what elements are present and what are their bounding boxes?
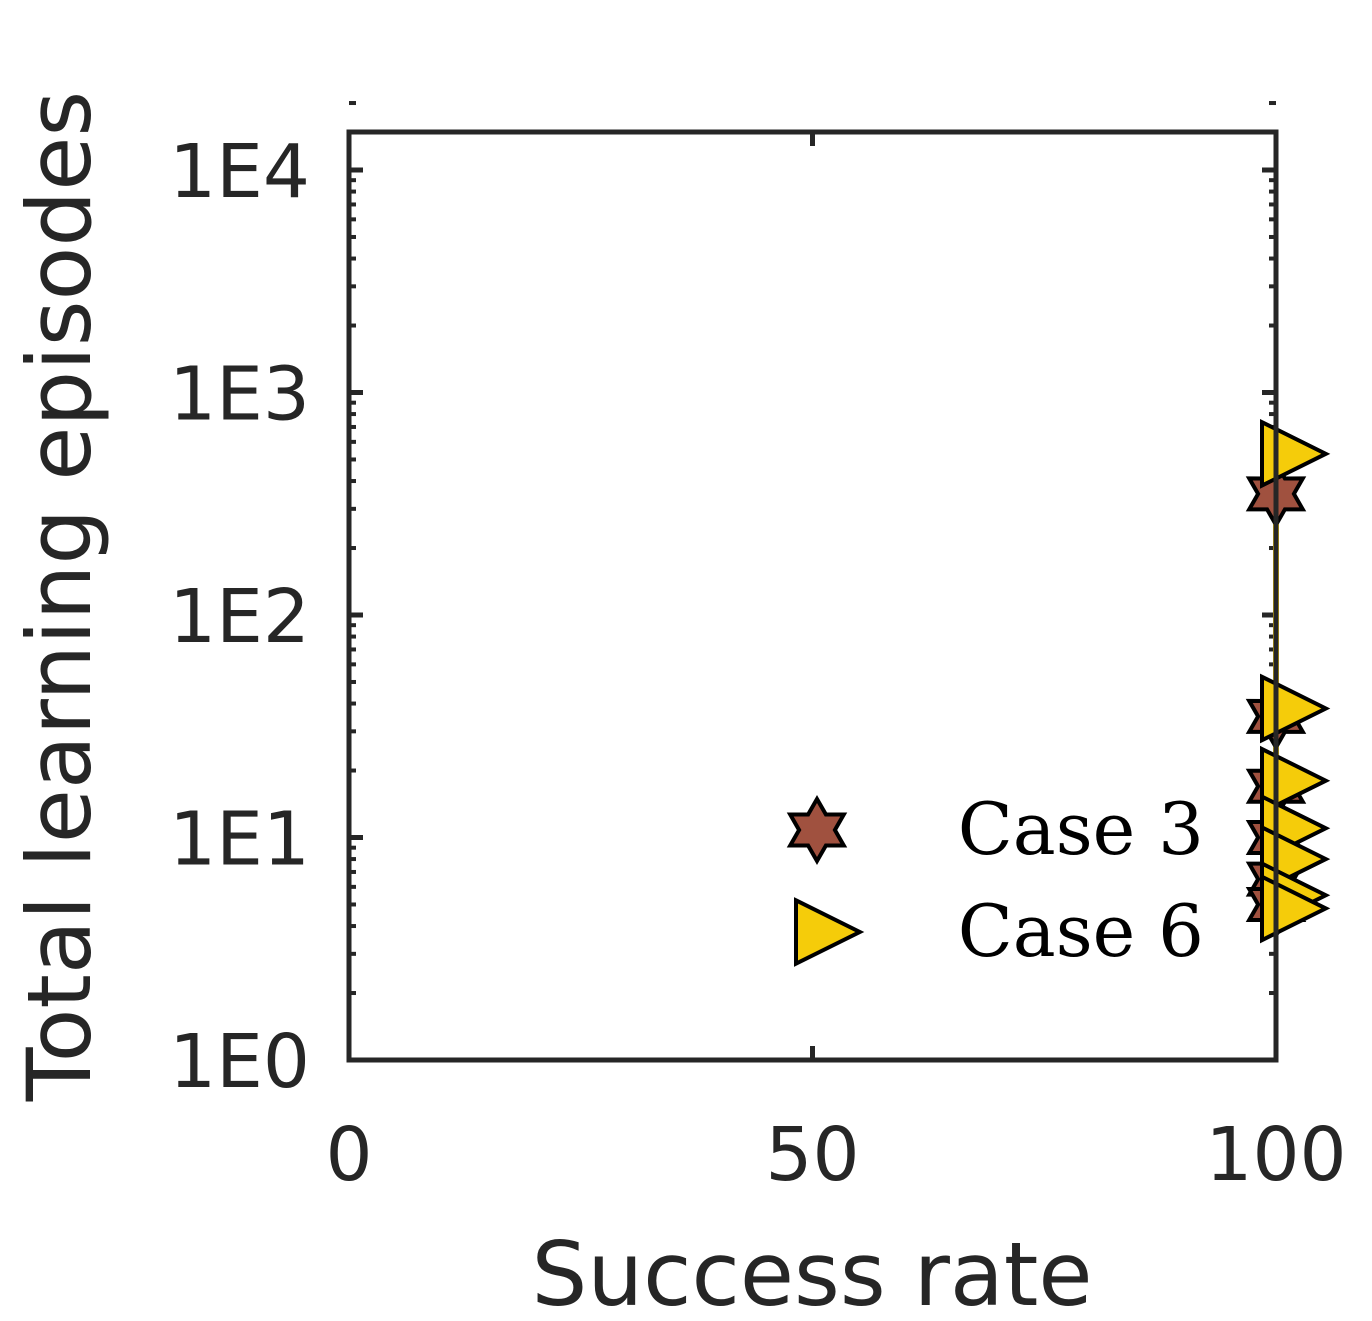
x-tick-labels: 0 50 100 bbox=[325, 1112, 1346, 1198]
y-axis-title: Total learning episodes bbox=[8, 91, 111, 1102]
x-axis-title: Success rate bbox=[532, 1223, 1093, 1321]
y-tick-label: 1E4 bbox=[169, 129, 310, 215]
y-tick-label: 1E2 bbox=[169, 574, 310, 660]
y-tick-label: 1E3 bbox=[169, 352, 310, 438]
plot-area bbox=[349, 132, 1276, 1060]
point-case-6 bbox=[1260, 418, 1331, 489]
x-tick-label: 100 bbox=[1205, 1112, 1346, 1198]
legend: Case 3 Case 6 bbox=[786, 787, 1204, 973]
y-tick-labels: 1E0 1E1 1E2 1E3 1E4 bbox=[169, 129, 310, 1105]
x-tick-label: 0 bbox=[325, 1112, 372, 1198]
legend-marker-case-3 bbox=[786, 794, 848, 866]
legend-marker-case-6 bbox=[794, 897, 865, 967]
plot-frame bbox=[346, 129, 1279, 1063]
legend-label: Case 6 bbox=[958, 889, 1204, 973]
y-tick-label: 1E1 bbox=[169, 797, 310, 883]
y-tick-label: 1E0 bbox=[169, 1019, 310, 1105]
x-tick-label: 50 bbox=[765, 1112, 859, 1198]
data-series bbox=[1245, 418, 1331, 944]
legend-label: Case 3 bbox=[958, 787, 1204, 871]
